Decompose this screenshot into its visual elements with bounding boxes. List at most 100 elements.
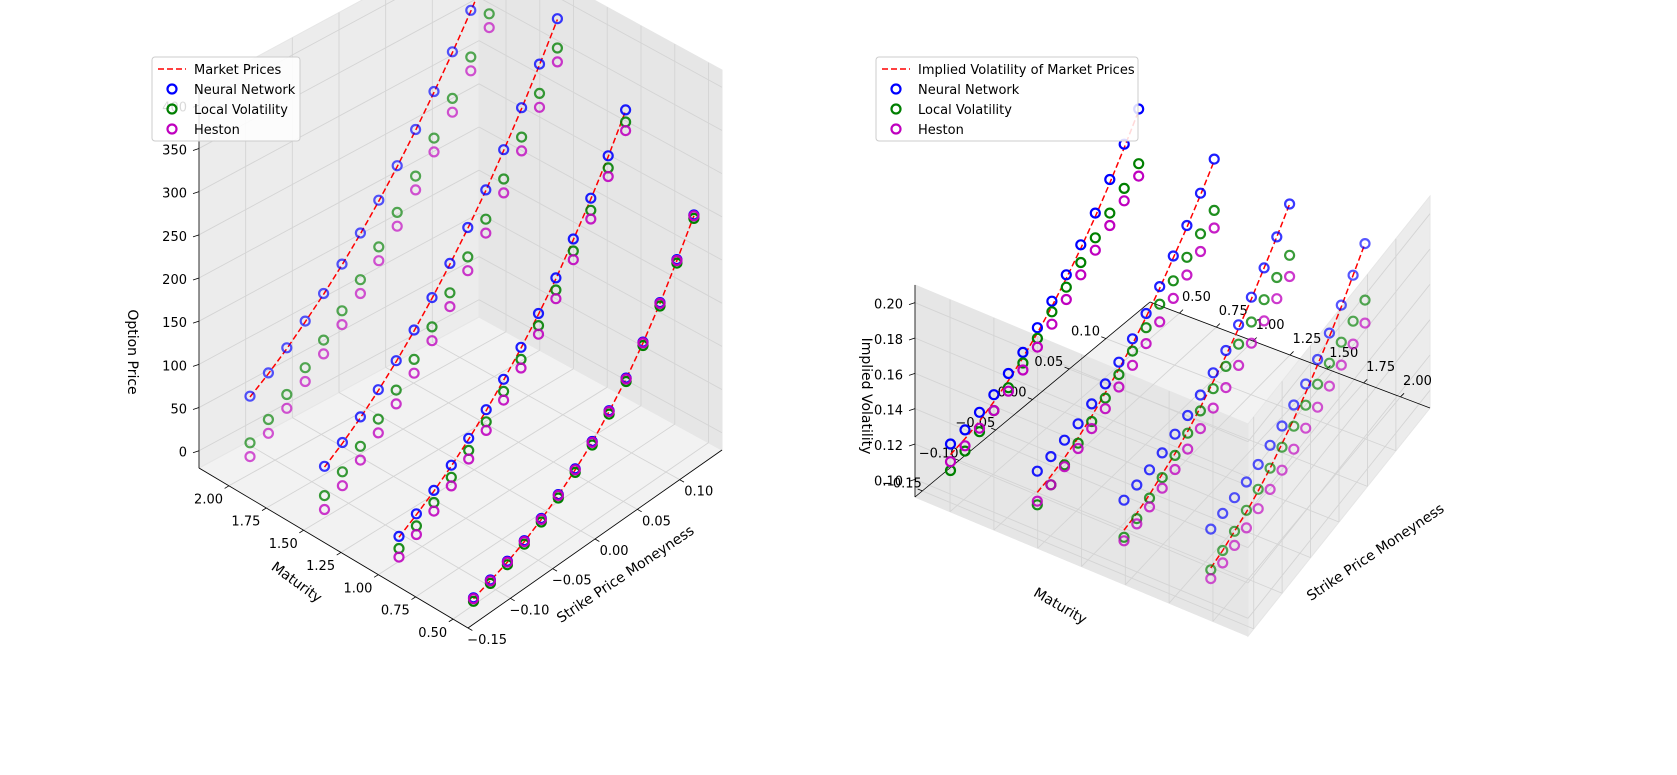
local-volatility-point: [426, 321, 438, 333]
x-tick-mark: [679, 479, 685, 483]
z-tick-mark: [908, 443, 916, 447]
z-tick-label: 0: [179, 446, 187, 461]
z-tick-mark: [908, 478, 916, 482]
local-volatility-point: [244, 437, 256, 449]
heston-point: [1002, 385, 1015, 397]
z-tick-mark: [192, 450, 200, 454]
neural-network-point: [372, 384, 384, 396]
neural-network-point: [410, 508, 422, 520]
heston-legend-swatch: [890, 123, 902, 135]
heston-point: [1252, 503, 1264, 515]
heston-point: [1058, 461, 1071, 473]
local-volatility-point: [372, 413, 384, 425]
wall-gridline-z: [1247, 354, 1431, 584]
local-volatility-point: [354, 440, 366, 452]
heston-point: [390, 398, 402, 410]
neural-network-point: [1089, 207, 1101, 219]
x-tick-mark: [510, 597, 515, 602]
heston-point: [603, 405, 615, 418]
floor-gridline-y: [1081, 354, 1291, 567]
y-tick-mark: [1289, 351, 1294, 356]
z-axis-label: Option Price: [124, 309, 140, 394]
z-tick-mark: [192, 234, 200, 238]
heston-point: [354, 287, 366, 300]
neural-network-point: [465, 4, 477, 16]
heston-point: [1118, 195, 1130, 207]
z-tick-mark: [192, 363, 200, 367]
floor-gridline-y: [1124, 368, 1328, 586]
local-volatility-point: [498, 173, 510, 185]
wall-gridline-z: [198, 212, 480, 365]
heston-point: [973, 422, 986, 434]
neural-network-point: [1126, 333, 1139, 345]
z-axis-label: Implied Volatility: [858, 338, 874, 455]
neural-network-point: [1311, 353, 1324, 366]
heston-point: [1288, 443, 1300, 455]
neural-network-point: [410, 123, 422, 136]
x-tick-label: 0.00: [600, 544, 629, 559]
y-tick-label: 1.25: [1292, 332, 1321, 347]
heston-point: [515, 145, 528, 157]
x-tick-label: −0.05: [955, 416, 995, 431]
local-volatility-point: [354, 274, 366, 286]
y-tick-mark: [299, 529, 304, 534]
neural-network-point: [1194, 187, 1207, 199]
local-volatility-point: [336, 305, 348, 317]
local-volatility-point: [318, 334, 330, 346]
heston-point: [1143, 501, 1156, 513]
local-volatility-point: [1002, 382, 1015, 394]
neural-network-point: [1271, 231, 1283, 243]
wall-gridline-z: [198, 126, 480, 279]
z-tick-mark: [192, 320, 200, 324]
y-tick-label: 1.50: [269, 537, 298, 552]
heston-point: [1017, 364, 1029, 376]
x-tick-mark: [467, 627, 473, 631]
floor-gridline-y: [378, 405, 642, 576]
heston-point: [1181, 269, 1193, 281]
z-tick-mark: [908, 337, 916, 341]
x-tick-mark: [917, 488, 923, 492]
wall-gridline-z: [478, 126, 723, 261]
heston-point: [1031, 341, 1044, 353]
y-tick-mark: [1216, 323, 1221, 328]
local-volatility-point: [1154, 298, 1166, 310]
y-tick-label: 1.00: [344, 581, 373, 596]
heston-point: [688, 210, 700, 222]
local-volatility-point: [1140, 322, 1152, 334]
heston-legend-swatch: [166, 123, 178, 135]
heston-point: [637, 337, 649, 349]
local-volatility-point: [262, 413, 274, 426]
neural-network-point: [444, 257, 456, 269]
neural-network-point: [462, 221, 474, 234]
heston-point: [372, 427, 384, 439]
local-volatility-point: [1194, 405, 1207, 417]
local-volatility-point: [1104, 207, 1116, 219]
x-tick-label: 0.05: [642, 514, 671, 529]
neural-network-point: [1182, 409, 1194, 422]
neural-network-point: [1154, 281, 1166, 293]
x-tick-mark: [552, 568, 558, 572]
heston-point: [1208, 222, 1220, 234]
heston-point: [428, 146, 440, 158]
local-volatility-point: [1208, 204, 1220, 216]
z-tick-label: 50: [170, 403, 187, 418]
wall-gridline-z: [1247, 319, 1431, 548]
option-price-3d-plot: −0.15−0.10−0.05 0.00 0.05 0.10 0.50 0.75 1.00 1…: [124, 0, 723, 648]
heston-point: [671, 254, 683, 267]
heston-point: [1089, 244, 1101, 256]
heston-point: [498, 187, 510, 199]
heston-point: [532, 328, 545, 340]
neural-network-point: [1045, 451, 1057, 463]
heston-point: [1207, 402, 1219, 414]
neural-network-point: [336, 436, 348, 449]
y-tick-label: 0.50: [418, 626, 447, 641]
neural-network-point: [1323, 327, 1336, 339]
local-volatility-point: [1099, 392, 1111, 404]
neural-network-point: [550, 272, 562, 284]
local-volatility-point: [1276, 441, 1288, 453]
neural-network-point: [973, 406, 986, 418]
heston-point: [567, 254, 579, 266]
local-volatility-point: [551, 42, 564, 54]
neural-network-point: [391, 160, 403, 172]
neural-network-point: [480, 404, 492, 416]
